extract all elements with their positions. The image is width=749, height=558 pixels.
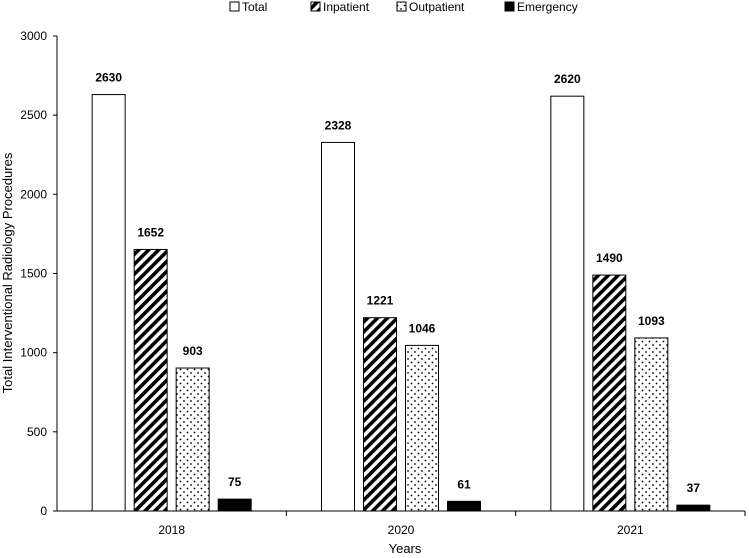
data-label: 1046 <box>409 321 436 335</box>
bar-inpatient-2021 <box>592 274 627 512</box>
data-label: 2328 <box>325 118 352 132</box>
bar-total-2018 <box>91 94 126 512</box>
y-tick-label: 2500 <box>20 108 47 122</box>
bar-outpatient-2018 <box>175 367 210 512</box>
y-tick-label: 2000 <box>20 187 47 201</box>
y-tick-label: 1500 <box>20 267 47 281</box>
x-axis-title: Years <box>389 541 422 556</box>
chart-data-labels: 2630 1652 903 75 2328 1221 1046 61 2620 1490 1093 3… <box>95 71 700 496</box>
bar-inpatient-2020 <box>363 317 397 512</box>
y-tick-label: 3000 <box>20 29 47 43</box>
data-label: 37 <box>687 481 701 495</box>
legend-label-outpatient: Outpatient <box>409 0 465 14</box>
y-axis-title: Total Interventional Radiology Procedure… <box>0 152 15 393</box>
data-label: 1652 <box>137 225 164 239</box>
data-label: 903 <box>183 344 203 358</box>
data-label: 1093 <box>638 314 665 328</box>
data-label: 1490 <box>596 251 623 265</box>
y-tick-label: 0 <box>40 504 47 518</box>
bar-emergency-2020 <box>447 500 481 512</box>
legend-swatch-inpatient <box>310 1 321 12</box>
data-label: 2620 <box>554 72 581 86</box>
chart-bars <box>91 94 711 512</box>
x-tick-label: 2018 <box>158 523 185 537</box>
y-tick-label: 1000 <box>20 346 47 360</box>
data-label: 2630 <box>95 71 122 85</box>
legend-label-total: Total <box>242 0 267 14</box>
bar-outpatient-2021 <box>634 337 669 512</box>
bar-total-2020 <box>321 141 355 512</box>
bar-inpatient-2018 <box>133 248 168 512</box>
y-tick-label: 500 <box>27 425 47 439</box>
data-label: 1221 <box>367 294 394 308</box>
chart-legend: Total Inpatient Outpatient Emergency <box>229 0 578 14</box>
legend-swatch-outpatient <box>396 1 407 12</box>
legend-swatch-total <box>229 1 240 12</box>
legend-swatch-emergency <box>504 1 515 12</box>
data-label: 61 <box>457 477 471 491</box>
x-tick-label: 2020 <box>388 523 415 537</box>
x-tick-label: 2021 <box>617 523 644 537</box>
data-label: 75 <box>228 475 242 489</box>
legend-label-inpatient: Inpatient <box>323 0 370 14</box>
bar-emergency-2018 <box>217 498 252 512</box>
bar-total-2021 <box>550 95 585 512</box>
legend-label-emergency: Emergency <box>517 0 578 14</box>
chart-axes: 0 500 1000 1500 2000 2500 3000 2018 2020 2021 <box>20 29 746 537</box>
bar-outpatient-2020 <box>405 344 439 512</box>
bar-emergency-2021 <box>676 504 711 512</box>
